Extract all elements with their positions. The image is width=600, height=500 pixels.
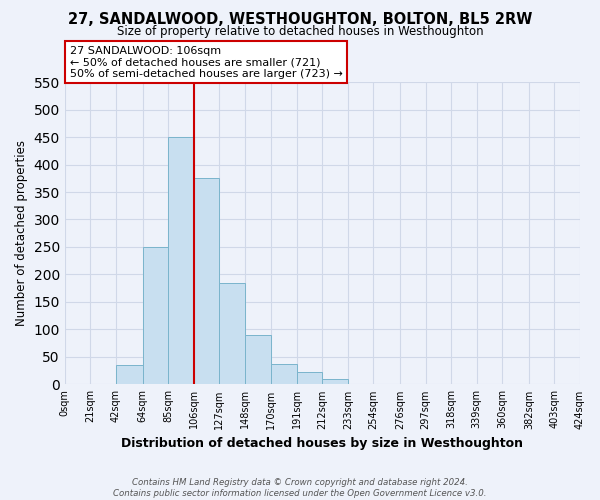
Bar [143, 247, 168, 384]
Text: Contains HM Land Registry data © Crown copyright and database right 2024.
Contai: Contains HM Land Registry data © Crown c… [113, 478, 487, 498]
Y-axis label: Number of detached properties: Number of detached properties [15, 140, 28, 326]
Bar [219, 282, 245, 384]
Bar [297, 372, 322, 384]
Text: Size of property relative to detached houses in Westhoughton: Size of property relative to detached ho… [116, 25, 484, 38]
X-axis label: Distribution of detached houses by size in Westhoughton: Distribution of detached houses by size … [121, 437, 523, 450]
Bar [194, 178, 219, 384]
Bar [116, 365, 143, 384]
Bar [322, 379, 348, 384]
Text: 27 SANDALWOOD: 106sqm
← 50% of detached houses are smaller (721)
50% of semi-det: 27 SANDALWOOD: 106sqm ← 50% of detached … [70, 46, 343, 79]
Bar [245, 335, 271, 384]
Text: 27, SANDALWOOD, WESTHOUGHTON, BOLTON, BL5 2RW: 27, SANDALWOOD, WESTHOUGHTON, BOLTON, BL… [68, 12, 532, 28]
Bar [168, 137, 194, 384]
Bar [271, 364, 297, 384]
